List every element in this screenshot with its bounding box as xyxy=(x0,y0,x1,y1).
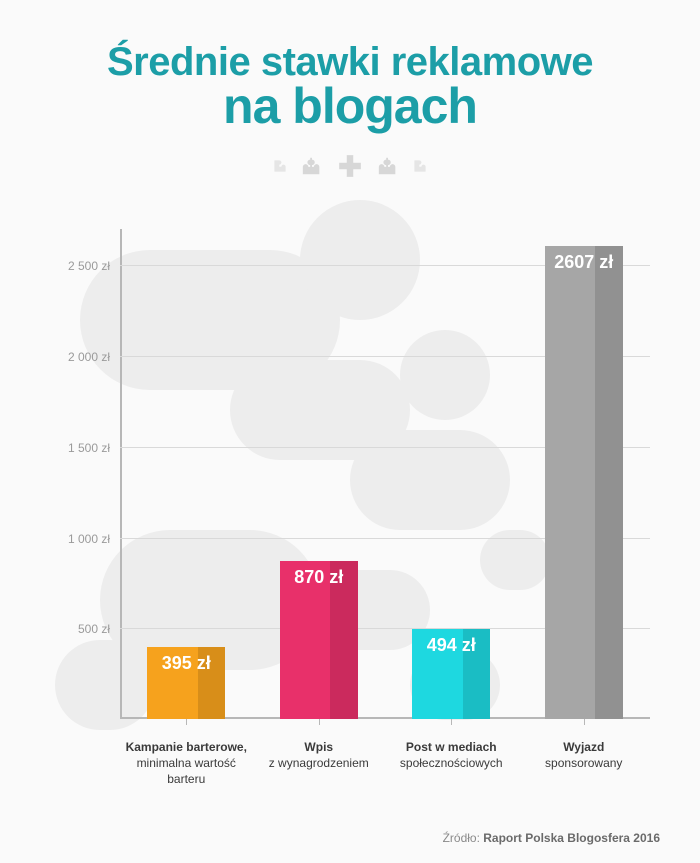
bar-slot: 2607 zł xyxy=(518,229,651,719)
decor-row xyxy=(0,153,700,179)
plot-area: 500 zł1 000 zł1 500 zł2 000 zł2 500 zł 3… xyxy=(120,229,650,719)
x-label-light: społecznościowych xyxy=(385,755,518,771)
x-category-label: Wyjazdsponsorowany xyxy=(518,729,651,789)
bar: 395 zł xyxy=(147,647,225,719)
bar: 494 zł xyxy=(412,629,490,719)
x-tick xyxy=(319,719,320,725)
x-label-bold: Wpis xyxy=(253,739,386,755)
bar-slot: 395 zł xyxy=(120,229,253,719)
bar-shade xyxy=(595,246,622,719)
title-block: Średnie stawki reklamowe na blogach xyxy=(0,0,700,179)
puzzle-icon xyxy=(301,155,323,177)
x-tick xyxy=(186,719,187,725)
y-tick-label: 500 zł xyxy=(40,622,110,636)
title-line-2: na blogach xyxy=(0,77,700,135)
puzzle-icon xyxy=(377,155,399,177)
x-category-label: Kampanie barterowe,minimalna wartość bar… xyxy=(120,729,253,789)
source-citation: Źródło: Raport Polska Blogosfera 2016 xyxy=(443,831,660,845)
y-tick-label: 2 500 zł xyxy=(40,259,110,273)
bar-slot: 870 zł xyxy=(253,229,386,719)
bar-value-label: 870 zł xyxy=(280,567,358,588)
x-tick xyxy=(451,719,452,725)
bar-value-label: 494 zł xyxy=(412,635,490,656)
puzzle-icon xyxy=(413,159,427,173)
bar-value-label: 2607 zł xyxy=(545,252,623,273)
x-labels: Kampanie barterowe,minimalna wartość bar… xyxy=(120,729,650,789)
bar-slot: 494 zł xyxy=(385,229,518,719)
x-label-light: z wynagrodzeniem xyxy=(253,755,386,771)
x-label-bold: Wyjazd xyxy=(518,739,651,755)
x-tick xyxy=(584,719,585,725)
bar-chart: 500 zł 1 000 zł 1 500 zł 2 000 zł 2 500 zł 3… xyxy=(40,229,660,789)
bar: 2607 zł xyxy=(545,246,623,719)
source-name: Raport Polska Blogosfera 2016 xyxy=(483,831,660,845)
x-label-bold: Post w mediach xyxy=(385,739,518,755)
x-category-label: Post w mediachspołecznościowych xyxy=(385,729,518,789)
y-tick-label: 2 000 zł xyxy=(40,350,110,364)
x-label-light: minimalna wartość barteru xyxy=(120,755,253,787)
bar: 870 zł xyxy=(280,561,358,719)
bar-value-label: 395 zł xyxy=(147,653,225,674)
x-label-light: sponsorowany xyxy=(518,755,651,771)
y-tick-label: 1 000 zł xyxy=(40,532,110,546)
bars-container: 395 zł 870 zł 494 zł 2607 zł xyxy=(120,229,650,719)
x-label-bold: Kampanie barterowe, xyxy=(120,739,253,755)
plus-icon xyxy=(337,153,363,179)
puzzle-icon xyxy=(273,159,287,173)
y-tick-label: 1 500 zł xyxy=(40,441,110,455)
source-prefix: Źródło: xyxy=(443,831,484,845)
x-category-label: Wpisz wynagrodzeniem xyxy=(253,729,386,789)
